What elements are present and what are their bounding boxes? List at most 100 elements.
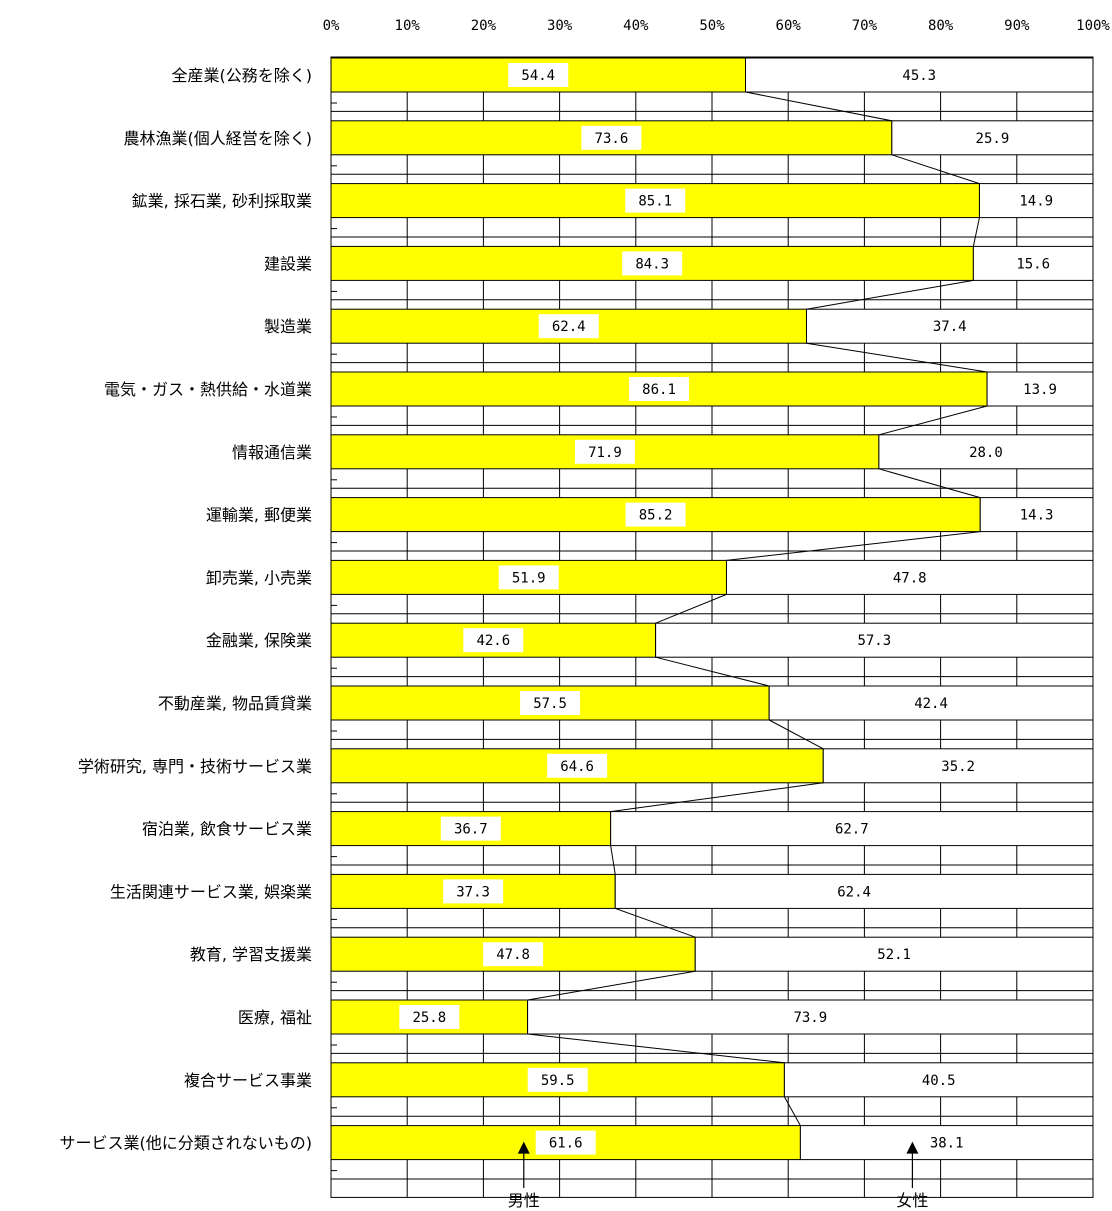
x-tick-label: 100% xyxy=(1076,18,1110,34)
legend-female: 女性 xyxy=(896,1191,928,1210)
category-label: 全産業(公務を除く) xyxy=(172,66,313,85)
bar-female xyxy=(986,371,1094,407)
bar-female xyxy=(527,999,1094,1035)
data-label-bg xyxy=(622,251,683,276)
series-line xyxy=(615,907,696,938)
category-label: 建設業 xyxy=(264,254,312,273)
x-tick-label: 30% xyxy=(547,18,573,34)
data-label-bg xyxy=(581,125,642,150)
data-label-bg xyxy=(463,628,524,653)
series-line xyxy=(878,468,981,499)
legend-male: 男性 xyxy=(508,1191,540,1210)
series-line xyxy=(768,719,824,750)
data-label-male: 84.3 xyxy=(635,256,669,272)
category-label: 複合サービス事業 xyxy=(184,1071,312,1090)
category-label: 学術研究, 専門・技術サービス業 xyxy=(78,757,312,776)
data-label-bg xyxy=(547,753,608,778)
data-label-female: 28.0 xyxy=(969,445,1003,461)
series-line xyxy=(878,405,988,436)
data-label-female: 73.9 xyxy=(793,1010,827,1026)
bar-female xyxy=(783,1062,1094,1098)
category-label: 金融業, 保険業 xyxy=(206,631,312,650)
category-label: 卸売業, 小売業 xyxy=(206,568,312,587)
data-label-female: 52.1 xyxy=(877,947,911,963)
series-line xyxy=(745,91,892,122)
data-label-bg xyxy=(538,314,599,339)
data-label-female: 62.4 xyxy=(837,884,871,900)
data-label-female: 38.1 xyxy=(930,1136,964,1152)
data-label-female: 47.8 xyxy=(893,570,927,586)
data-label-male: 85.2 xyxy=(639,508,673,524)
x-tick-label: 20% xyxy=(471,18,497,34)
x-tick-label: 10% xyxy=(395,18,421,34)
bar-female xyxy=(979,497,1094,533)
data-label-male: 61.6 xyxy=(549,1136,583,1152)
category-label: 教育, 学習支援業 xyxy=(190,945,312,964)
data-label-male: 51.9 xyxy=(512,570,546,586)
bar-female xyxy=(805,308,1094,344)
series-line xyxy=(806,279,974,310)
bar-female xyxy=(614,873,1094,909)
data-label-bg xyxy=(625,188,686,213)
category-label: 運輸業, 郵便業 xyxy=(206,506,312,525)
series-line xyxy=(972,217,980,247)
x-tick-label: 90% xyxy=(1004,18,1030,34)
data-label-female: 37.4 xyxy=(933,319,967,335)
x-tick-label: 40% xyxy=(623,18,649,34)
data-label-male: 73.6 xyxy=(595,131,629,147)
data-label-male: 59.5 xyxy=(541,1073,575,1089)
data-label-female: 35.2 xyxy=(941,759,975,775)
data-label-bg xyxy=(483,942,544,967)
series-line xyxy=(527,970,696,1001)
bar-female xyxy=(610,811,1094,847)
category-label: 製造業 xyxy=(264,317,312,336)
series-line xyxy=(655,656,770,687)
x-tick-label: 70% xyxy=(852,18,878,34)
bar-female xyxy=(655,622,1094,658)
data-label-bg xyxy=(574,439,635,464)
bar-female xyxy=(725,559,1094,595)
data-label-bg xyxy=(443,879,504,904)
category-label: 電気・ガス・熱供給・水道業 xyxy=(104,380,312,399)
data-label-female: 40.5 xyxy=(922,1073,956,1089)
data-label-male: 57.5 xyxy=(533,696,567,712)
data-label-male: 36.7 xyxy=(454,822,488,838)
data-label-male: 42.6 xyxy=(476,633,510,649)
category-label: 農林漁業(個人経営を除く) xyxy=(124,129,313,148)
data-label-female: 62.7 xyxy=(835,822,869,838)
category-label: サービス業(他に分類されないもの) xyxy=(60,1134,313,1153)
data-label-bg xyxy=(527,1067,588,1092)
bar-female xyxy=(978,183,1094,219)
data-label-bg xyxy=(520,691,581,715)
data-label-bg xyxy=(440,816,501,841)
data-label-bg xyxy=(399,1005,460,1029)
data-label-male: 47.8 xyxy=(496,947,530,963)
data-label-bg xyxy=(498,565,559,590)
arrow-head xyxy=(906,1141,919,1154)
data-label-bg xyxy=(629,377,690,401)
data-label-male: 25.8 xyxy=(412,1010,446,1026)
data-label-female: 45.3 xyxy=(902,68,936,84)
data-label-female: 57.3 xyxy=(857,633,891,649)
category-label: 生活関連サービス業, 娯楽業 xyxy=(110,882,312,901)
data-label-bg xyxy=(625,502,686,527)
bar-female xyxy=(891,120,1094,156)
bar-female xyxy=(799,1125,1094,1161)
series-line xyxy=(527,1033,785,1064)
data-label-bg xyxy=(508,63,569,87)
series-line xyxy=(655,593,727,624)
category-label: 情報通信業 xyxy=(232,443,312,462)
data-label-female: 25.9 xyxy=(976,131,1010,147)
x-tick-label: 0% xyxy=(323,18,340,34)
data-label-male: 71.9 xyxy=(588,445,622,461)
bar-female xyxy=(972,245,1094,281)
data-label-male: 37.3 xyxy=(456,884,490,900)
arrow-head xyxy=(517,1141,530,1154)
data-label-bg xyxy=(535,1130,596,1155)
x-tick-label: 50% xyxy=(699,18,725,34)
data-label-male: 54.4 xyxy=(521,68,555,84)
data-label-female: 13.9 xyxy=(1023,382,1057,398)
bar-female xyxy=(878,434,1094,470)
data-label-female: 15.6 xyxy=(1016,256,1050,272)
